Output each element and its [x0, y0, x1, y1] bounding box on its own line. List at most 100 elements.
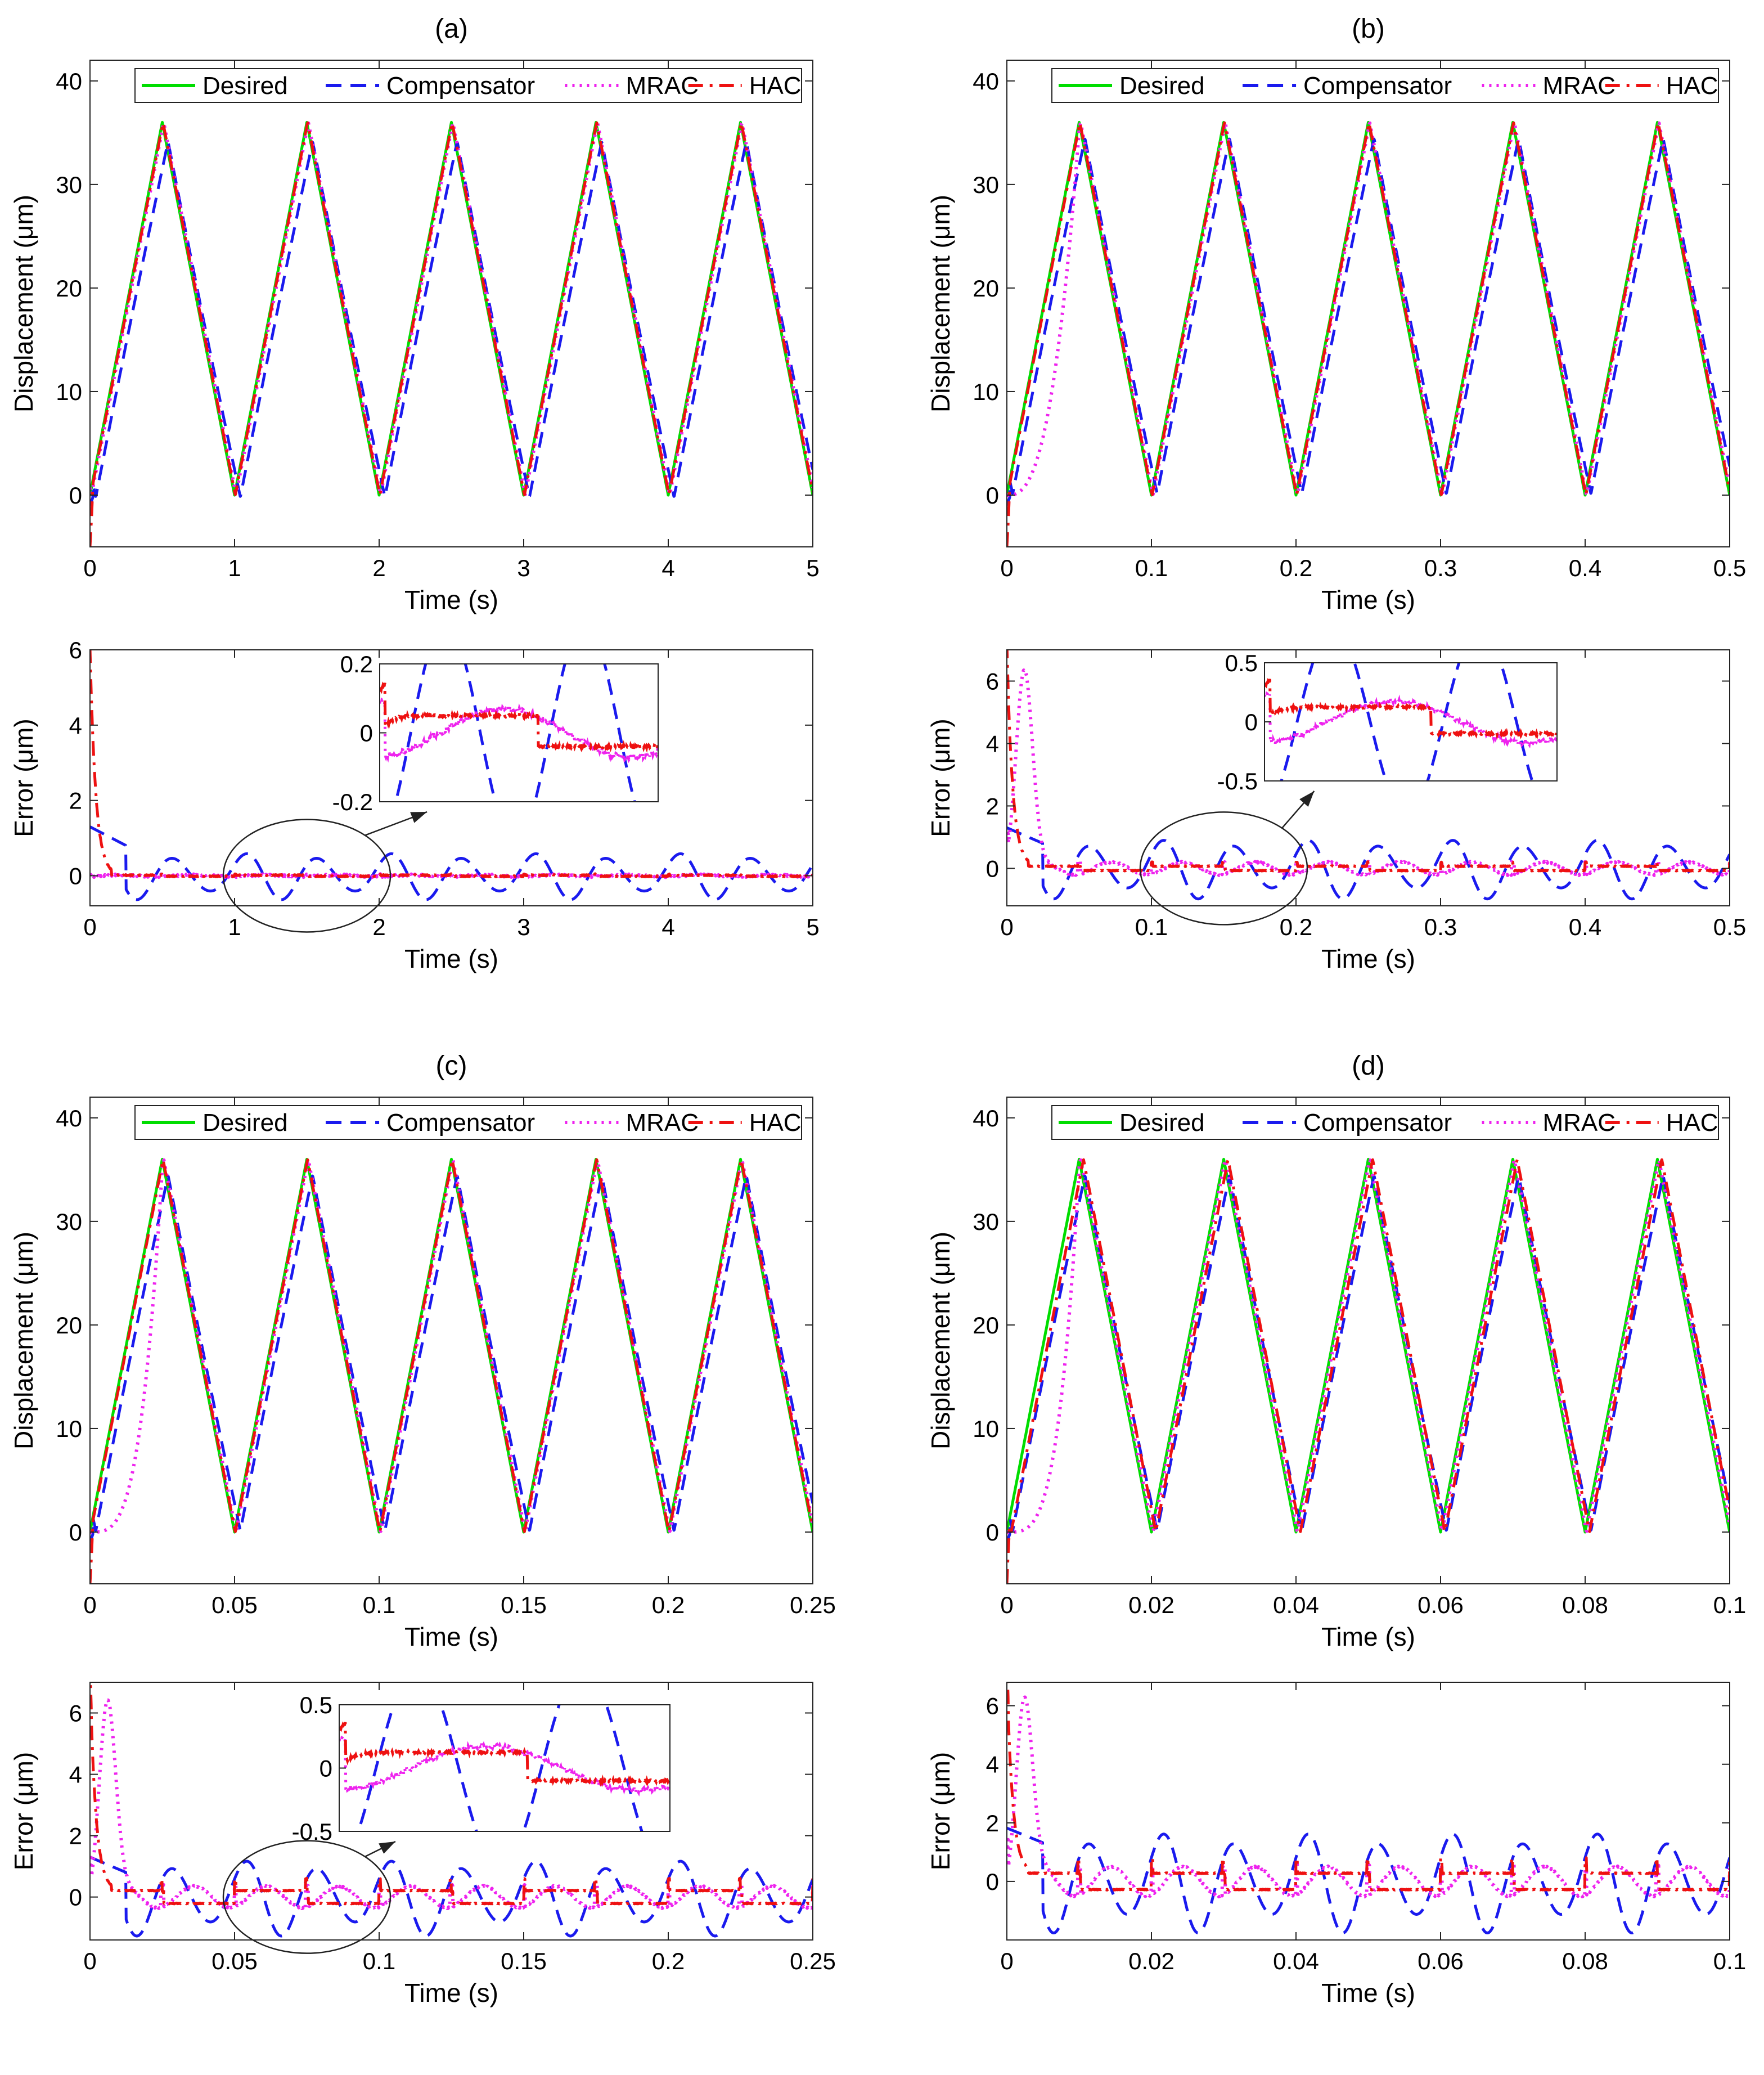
panel-a-error-axes: 0 1 2 3 4 5 0 2 4 6 Time (s) Error (μm) [9, 637, 820, 973]
panel-b-error-inset-series [1264, 663, 1557, 781]
panel-b-error-ytick-label: 4 [986, 730, 999, 757]
panel-a-error-xtick-label: 5 [806, 914, 819, 940]
panel-b-error-inset-series-hac [1264, 678, 1557, 740]
panel-b-displacement-xtick-label: 0.2 [1280, 555, 1312, 581]
panel-a-displacement-xtick-label: 4 [662, 555, 674, 581]
panel-b-displacement-ytick-label: 40 [973, 68, 999, 95]
panel-d-displacement-series-desired [1007, 1157, 1730, 1534]
panel-d-displacement-legend-label-compensator: Compensator [1303, 1109, 1452, 1137]
panel-c-displacement-ytick-label: 0 [69, 1519, 82, 1546]
panel-d-error-ylabel: Error (μm) [926, 1752, 955, 1870]
panel-d-error-axes: 0 0.02 0.04 0.06 0.08 0.1 0 2 4 6 Time (s) Error (μ… [926, 1682, 1746, 2007]
panel-a-displacement-ylabel: Displacement (μm) [9, 195, 38, 412]
panel-b-error-xlabel: Time (s) [1321, 944, 1415, 973]
panel-b-displacement-ytick-label: 30 [973, 172, 999, 198]
panel-d-displacement-frame [1006, 1097, 1730, 1584]
panel-c-error-xtick-label: 0.1 [363, 1948, 395, 1974]
panel-a-error-zoom-arrowhead [410, 812, 428, 823]
panel-a-displacement-frame [89, 60, 813, 547]
panel-a-displacement-legend-label-hac: HAC [749, 72, 802, 100]
panel-c-displacement-ytick-label: 40 [56, 1105, 82, 1131]
panel-c-displacement-ytick-label: 20 [56, 1312, 82, 1339]
panel-b-error-xtick-label: 0.5 [1713, 914, 1746, 940]
panel-c-error-ytick-label: 6 [69, 1700, 82, 1727]
panel-b-displacement-ylabel: Displacement (μm) [926, 195, 955, 412]
panel-d-error-xtick-label: 0.1 [1713, 1948, 1746, 1974]
panel-c-error-inset-series-compensator [357, 1705, 644, 1831]
panel-c-error-inset-ytick-label: 0 [320, 1755, 332, 1782]
panel-c-displacement-xlabel: Time (s) [404, 1622, 498, 1651]
panel-c-displacement-legend-label-compensator: Compensator [386, 1109, 535, 1137]
panel-a-error-ytick-label: 2 [69, 788, 82, 814]
panel-a-displacement-series-mrac [90, 121, 813, 496]
panel-d-displacement-title: (d) [1352, 1051, 1385, 1081]
panel-d-error-xtick-label: 0.04 [1273, 1948, 1319, 1974]
panel-b-error-ytick-label: 6 [986, 668, 999, 694]
panel-a-displacement-axes: 0 1 2 3 4 5 0 10 20 30 40 Time (s) Displacement (μm)… [9, 14, 820, 614]
panel-b-error-inset-ytick-label: 0 [1245, 709, 1258, 735]
panel-c-error-series-compensator [90, 1856, 813, 1938]
panel-a-error-xtick-label: 1 [228, 914, 241, 940]
panel-a-displacement-xtick-label: 3 [517, 555, 530, 581]
panel-b-error-ytick-label: 0 [986, 855, 999, 882]
panel-a-error-xtick-label: 2 [372, 914, 385, 940]
panel-d-displacement-ytick-label: 0 [986, 1519, 999, 1546]
panel-c-error-inset-series-hac [339, 1721, 670, 1787]
panel-c-displacement-ylabel: Displacement (μm) [9, 1232, 38, 1449]
panel-a-error-inset-ytick-label: -0.2 [332, 789, 373, 815]
panel-b-error-series-group [1007, 650, 1730, 901]
panel-c-displacement-series-compensator [90, 1174, 813, 1543]
panel-c-error-zoom-ellipse [222, 1840, 392, 1954]
panel-d-error-xlabel: Time (s) [1321, 1978, 1415, 2007]
panel-d-displacement-legend-label-mrac: MRAC [1542, 1109, 1616, 1137]
panel-d-displacement-ytick-label: 10 [973, 1416, 999, 1442]
panel-d-displacement-ylabel: Displacement (μm) [926, 1232, 955, 1449]
panel-d-error-ytick-label: 0 [986, 1869, 999, 1895]
panel-a-error-series-hac [90, 650, 813, 878]
panel-d-displacement-xtick-label: 0.02 [1128, 1592, 1174, 1618]
panel-d-displacement-xtick-label: 0.08 [1562, 1592, 1608, 1618]
panel-c-displacement-xtick-label: 0.15 [501, 1592, 547, 1618]
panel-d-displacement-series-group [1007, 1157, 1730, 1584]
panel-b-error-ylabel: Error (μm) [926, 718, 955, 837]
panel-d-displacement-ytick-label: 40 [973, 1105, 999, 1131]
panel-d-error-series-hac [1007, 1682, 1730, 1892]
panel-c-error-ytick-label: 2 [69, 1823, 82, 1849]
panel-d-displacement-series-compensator [1007, 1174, 1730, 1543]
panel-b-error-xtick-label: 0.3 [1424, 914, 1457, 940]
panel-c-displacement-ytick-label: 10 [56, 1416, 82, 1442]
panel-a-error-ytick-label: 6 [69, 637, 82, 663]
panel-a-error-inset-ytick-label: 0.2 [340, 651, 373, 677]
panel-b-error-xtick-label: 0.4 [1569, 914, 1601, 940]
panel-a-error-xlabel: Time (s) [404, 944, 498, 973]
panel-b-error-series-compensator [1007, 827, 1730, 901]
panel-a-error-inset-series-hac [380, 681, 658, 753]
panel-c-error-axes: 0 0.05 0.1 0.15 0.2 0.25 0 2 4 6 Time (s) Error (μm… [9, 1682, 836, 2007]
panel-a-displacement-xtick-label: 0 [83, 555, 96, 581]
panel-b-error-zoom-ellipse [1139, 811, 1308, 926]
panel-c-displacement-xtick-label: 0 [83, 1592, 96, 1618]
panel-c-displacement-legend-label-hac: HAC [749, 1109, 802, 1137]
panel-b-displacement-legend-label-mrac: MRAC [1542, 72, 1616, 100]
panel-c-error-series-hac [90, 1682, 813, 1906]
panel-d-error-series-group [1007, 1682, 1730, 1934]
panel-a-error-inset-bg [380, 664, 658, 802]
panel-d-displacement-series-mrac [1007, 1158, 1730, 1534]
panel-c-error-zoom-arrowhead [379, 1842, 395, 1854]
panel-d-error-ytick-label: 2 [986, 1810, 999, 1836]
panel-c-error-inset-series [339, 1705, 670, 1831]
panel-a-error-xtick-label: 0 [83, 914, 96, 940]
panel-b-displacement-legend: Desired Compensator MRAC HAC [1051, 68, 1719, 103]
panel-d-displacement-xlabel: Time (s) [1321, 1622, 1415, 1651]
panel-a-displacement-legend-label-mrac: MRAC [626, 72, 699, 100]
panel-a-displacement-xtick-label: 1 [228, 555, 241, 581]
panel-d-displacement-xtick-label: 0 [1000, 1592, 1013, 1618]
panel-d-error-ytick-label: 4 [986, 1751, 999, 1778]
panel-b-error-inset-bg [1264, 663, 1557, 781]
panel-d-displacement-legend: Desired Compensator MRAC HAC [1051, 1105, 1719, 1140]
panel-a-displacement-ytick-label: 0 [69, 482, 82, 509]
panel-b-error-inset: -0.5 0 0.5 [1217, 650, 1558, 794]
panel-c-displacement-xtick-label: 0.25 [790, 1592, 836, 1618]
